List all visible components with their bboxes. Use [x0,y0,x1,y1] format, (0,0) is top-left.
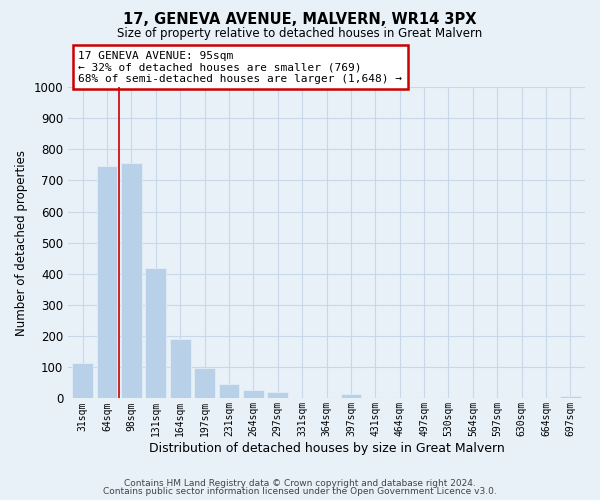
Text: 17 GENEVA AVENUE: 95sqm
← 32% of detached houses are smaller (769)
68% of semi-d: 17 GENEVA AVENUE: 95sqm ← 32% of detache… [79,50,403,84]
Text: Contains public sector information licensed under the Open Government Licence v3: Contains public sector information licen… [103,487,497,496]
Bar [268,392,288,398]
Text: Contains HM Land Registry data © Crown copyright and database right 2024.: Contains HM Land Registry data © Crown c… [124,478,476,488]
Y-axis label: Number of detached properties: Number of detached properties [15,150,28,336]
Bar [73,362,93,398]
Bar [170,340,191,398]
Bar [121,164,142,398]
X-axis label: Distribution of detached houses by size in Great Malvern: Distribution of detached houses by size … [149,442,505,455]
Text: Size of property relative to detached houses in Great Malvern: Size of property relative to detached ho… [118,28,482,40]
Bar [194,368,215,398]
Bar [218,384,239,398]
Bar [560,396,581,398]
Bar [145,268,166,398]
Bar [243,390,264,398]
Bar [341,394,361,398]
Text: 17, GENEVA AVENUE, MALVERN, WR14 3PX: 17, GENEVA AVENUE, MALVERN, WR14 3PX [123,12,477,28]
Bar [97,166,118,398]
